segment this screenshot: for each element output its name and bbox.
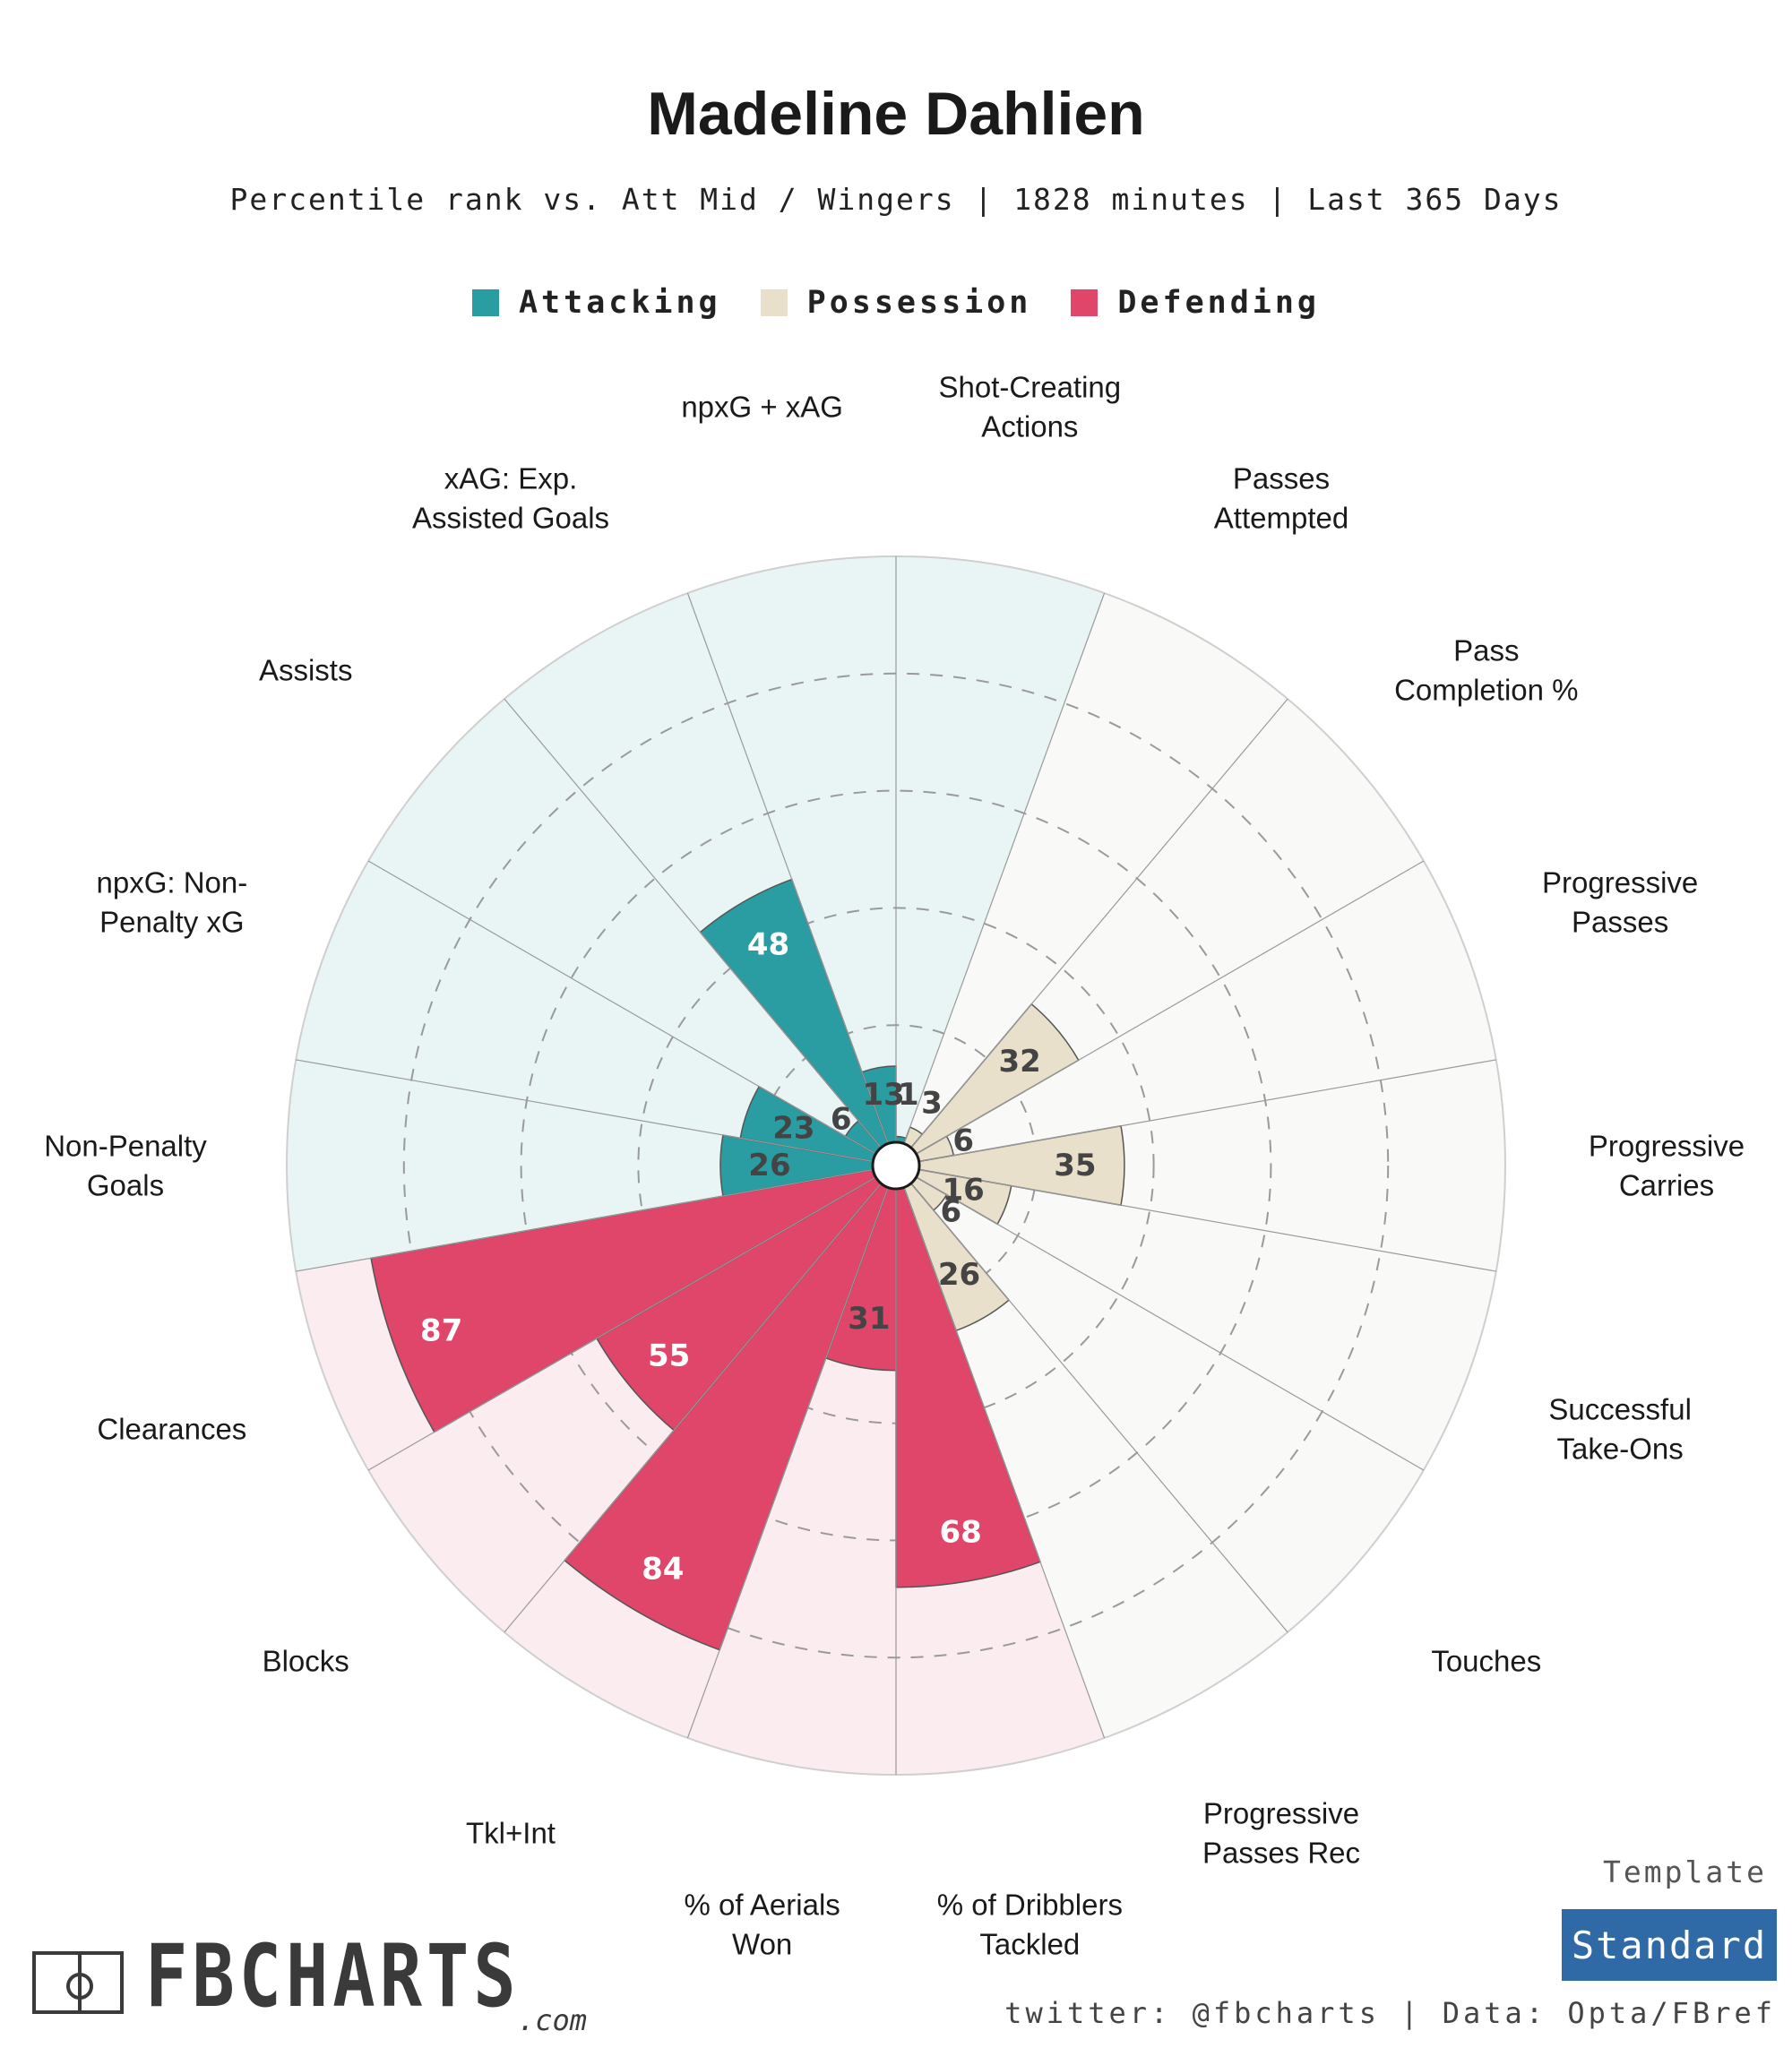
divider-10 xyxy=(686,1165,897,1739)
category-label-shot-creating-actions: Shot-Creating Actions xyxy=(939,371,1122,443)
divider-8 xyxy=(895,1165,1106,1739)
bg-sector-progressive-carries xyxy=(918,1059,1505,1272)
value-label-of-aerials-won: 31 xyxy=(848,1301,890,1337)
percentile-bars xyxy=(370,878,1125,1651)
value-label-npxg-xag: 13 xyxy=(862,1077,904,1113)
chart-subtitle: Percentile rank vs. Att Mid / Wingers | … xyxy=(229,182,1563,217)
category-label-of-aerials-won: % of Aerials Won xyxy=(685,1888,840,1960)
divider-4 xyxy=(895,1059,1496,1166)
value-label-assists: 6 xyxy=(831,1102,852,1138)
bg-sector-successful-take-ons xyxy=(916,1169,1496,1470)
value-label-of-dribblers-tackled: 68 xyxy=(940,1514,982,1550)
category-label-progressive-passes: Progressive Passes xyxy=(1542,865,1698,938)
legend-label-attacking: Attacking xyxy=(518,285,721,321)
template-badge: Standard xyxy=(1562,1909,1777,1981)
bg-sector-assists xyxy=(368,699,882,1154)
category-label-non-penalty-goals: Non-Penalty Goals xyxy=(44,1130,207,1202)
category-label-blocks: Blocks xyxy=(263,1644,349,1677)
legend: Attacking Possession Defending xyxy=(0,285,1792,321)
value-label-xag-exp-assisted-goals: 48 xyxy=(747,926,789,962)
category-label-tkl-int: Tkl+Int xyxy=(466,1816,556,1849)
category-label-successful-take-ons: Successful Take-Ons xyxy=(1548,1393,1692,1466)
category-dividers xyxy=(296,556,1496,1775)
value-label-passes-attempted: 3 xyxy=(921,1086,943,1122)
legend-item-possession: Possession xyxy=(760,285,1032,321)
divider-15 xyxy=(367,860,897,1166)
value-label-tkl-int: 84 xyxy=(642,1552,684,1588)
value-label-pass-completion: 32 xyxy=(998,1044,1040,1080)
divider-17 xyxy=(686,592,897,1166)
value-label-non-penalty-goals: 26 xyxy=(748,1148,790,1183)
bg-sector-npxg-xag xyxy=(687,556,896,1144)
bg-sector-non-penalty-goals xyxy=(286,1059,874,1272)
category-label-touches: Touches xyxy=(1431,1644,1541,1677)
divider-6 xyxy=(895,1165,1425,1471)
bg-sector-npxg-non-penalty-xg xyxy=(296,861,876,1162)
category-label-pass-completion: Pass Completion % xyxy=(1394,634,1578,707)
pitch-icon xyxy=(32,1950,124,2014)
value-label-touches: 6 xyxy=(940,1193,961,1229)
bg-sector-passes-attempted xyxy=(903,593,1288,1149)
category-label-xag-exp-assisted-goals: xAG: Exp. Assisted Goals xyxy=(412,462,609,535)
legend-swatch-possession xyxy=(760,289,788,316)
legend-item-attacking: Attacking xyxy=(471,285,721,321)
credits-text: twitter: @fbcharts | Data: Opta/FBref xyxy=(1004,1996,1776,2030)
center-hole xyxy=(871,1140,921,1191)
value-label-progressive-carries: 35 xyxy=(1054,1148,1096,1183)
bg-sector-touches xyxy=(910,1177,1424,1632)
bg-sector-shot-creating-actions xyxy=(896,556,1105,1144)
category-label-passes-attempted: Passes Attempted xyxy=(1214,462,1348,535)
legend-item-defending: Defending xyxy=(1071,285,1320,321)
legend-swatch-attacking xyxy=(471,289,499,316)
category-label-npxg-xag: npxG + xAG xyxy=(681,391,843,424)
divider-2 xyxy=(895,698,1288,1166)
divider-5 xyxy=(895,1165,1496,1272)
category-label-clearances: Clearances xyxy=(97,1413,246,1446)
category-label-progressive-carries: Progressive Carries xyxy=(1589,1130,1745,1202)
template-label: Template xyxy=(1603,1854,1767,1889)
category-label-progressive-passes-rec: Progressive Passes Rec xyxy=(1202,1796,1360,1869)
value-label-progressive-passes-rec: 26 xyxy=(938,1257,980,1293)
category-label-assists: Assists xyxy=(259,654,353,687)
fbcharts-logo: FBCHARTS .com xyxy=(32,1926,602,2037)
divider-1 xyxy=(895,592,1106,1166)
legend-label-defending: Defending xyxy=(1117,285,1321,321)
category-labels: Shot-Creating Actions Passes Attempted Pass C… xyxy=(44,371,1745,1961)
legend-swatch-defending xyxy=(1071,289,1098,316)
chart-title: Madeline Dahlien xyxy=(647,80,1145,148)
value-label-clearances: 87 xyxy=(420,1313,462,1349)
logo-text: FBCHARTS xyxy=(145,1926,521,2026)
bg-sector-progressive-passes xyxy=(916,861,1496,1162)
divider-11 xyxy=(504,1165,897,1633)
legend-label-possession: Possession xyxy=(806,285,1032,321)
divider-7 xyxy=(895,1165,1288,1633)
value-label-successful-take-ons: 16 xyxy=(943,1172,985,1208)
divider-16 xyxy=(504,698,897,1166)
divider-14 xyxy=(296,1059,897,1166)
value-label-npxg-non-penalty-xg: 23 xyxy=(772,1110,814,1146)
value-label-shot-creating-actions: 1 xyxy=(898,1077,919,1113)
bg-sector-progressive-passes-rec xyxy=(903,1183,1288,1738)
divider-12 xyxy=(367,1165,897,1471)
logo-suffix: .com xyxy=(518,2003,588,2037)
divider-13 xyxy=(296,1165,897,1272)
divider-3 xyxy=(895,860,1425,1166)
value-label-progressive-passes: 6 xyxy=(952,1123,974,1159)
value-label-blocks: 55 xyxy=(648,1338,690,1374)
category-label-npxg-non-penalty-xg: npxG: Non-Penalty xG xyxy=(96,865,247,938)
category-label-of-dribblers-tackled: % of Dribblers Tackled xyxy=(937,1888,1123,1960)
